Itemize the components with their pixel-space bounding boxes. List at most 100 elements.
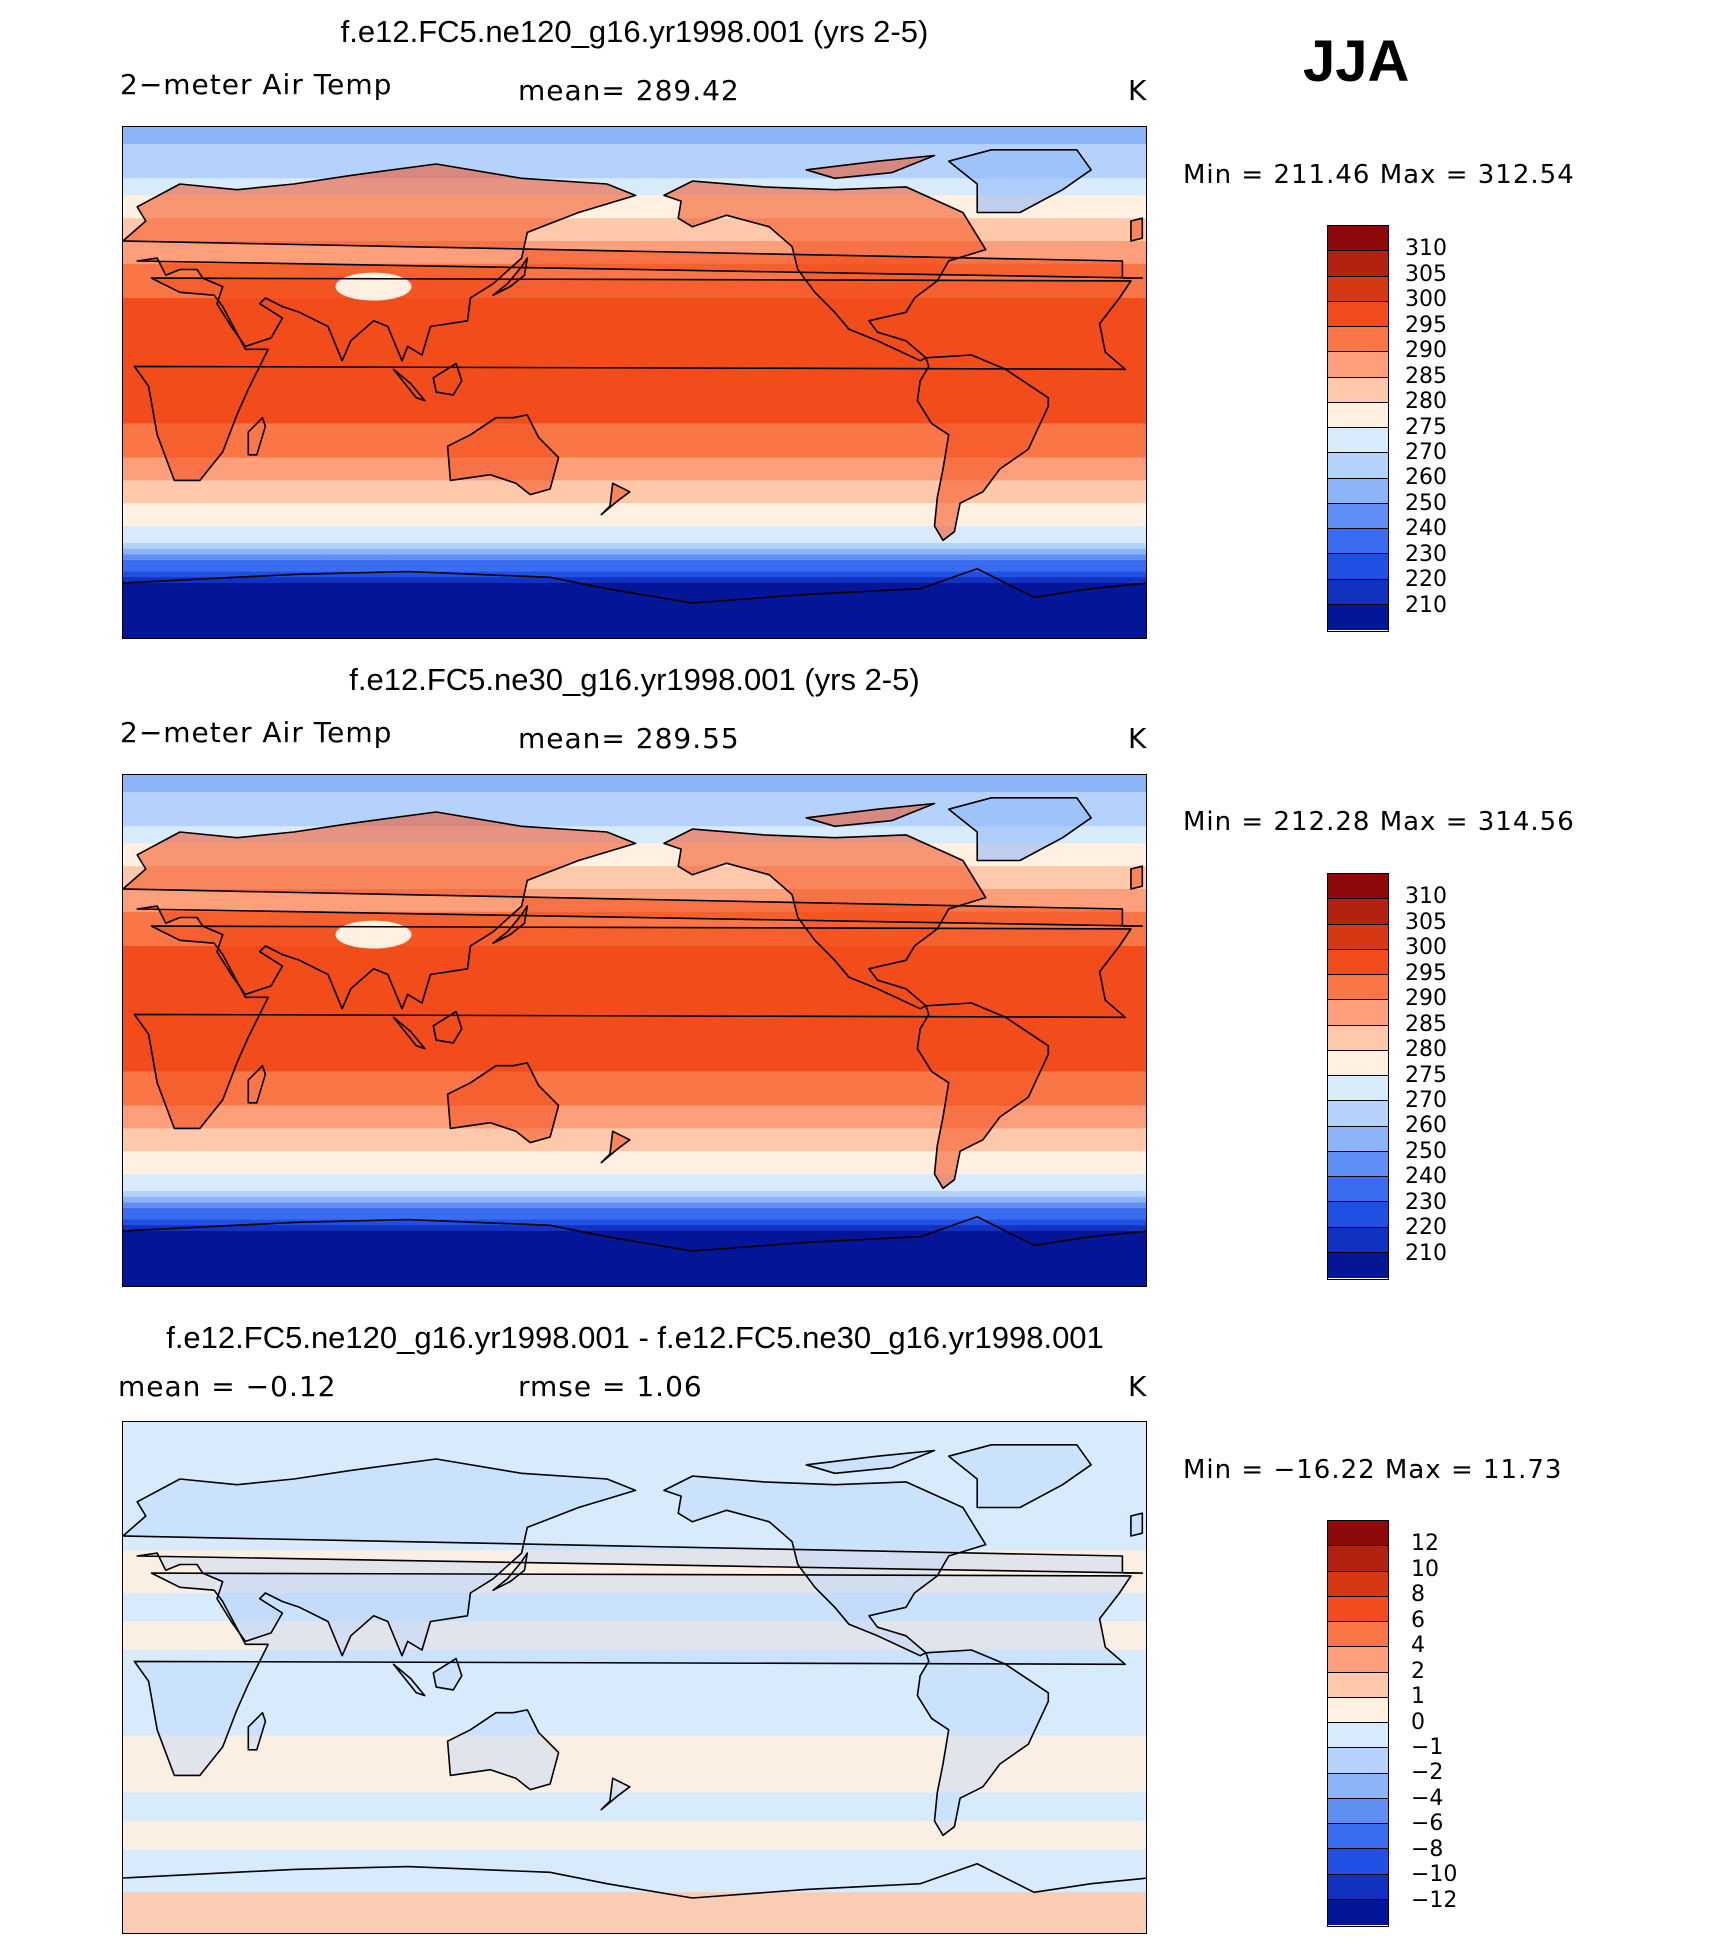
field-band [123, 1185, 1146, 1192]
field-band [123, 446, 1146, 453]
colorbar-swatch [1328, 503, 1388, 529]
panel-1-map [122, 126, 1147, 639]
colorbar-swatch [1328, 899, 1388, 925]
field-band [123, 832, 1146, 839]
field-band [123, 486, 1146, 493]
field-band [123, 786, 1146, 793]
field-band [123, 1179, 1146, 1186]
coastline [947, 149, 1092, 214]
colorbar-tick-label: 310 [1405, 236, 1447, 262]
field-band [123, 394, 1146, 402]
colorbar-tick-label: 280 [1405, 1037, 1447, 1063]
colorbar-tick-label: −1 [1411, 1734, 1444, 1760]
field-band [123, 820, 1146, 827]
field-band [123, 1111, 1146, 1118]
panel-3-rmse-label: rmse = 1.06 [518, 1370, 703, 1403]
field-band [123, 1071, 1146, 1078]
colorbar-swatch [1328, 1697, 1388, 1723]
colorbar-tick-label: 240 [1405, 1164, 1447, 1190]
field-band [123, 212, 1146, 219]
panel-2-mean-label: mean= 289.55 [518, 722, 740, 755]
field-band [123, 275, 1146, 282]
colorbar-swatch [1328, 1227, 1388, 1253]
field-band [123, 526, 1146, 533]
field-band [123, 372, 1146, 379]
field-band [123, 577, 1146, 584]
field-band [123, 1060, 1146, 1067]
antarctic-field [123, 1236, 1146, 1286]
colorbar-tick-label: 250 [1405, 490, 1447, 516]
colorbar-tick-label: −6 [1411, 1811, 1444, 1837]
land-fill [123, 164, 1143, 361]
field-band [123, 206, 1146, 213]
field-band [123, 218, 1146, 225]
colorbar-swatch [1328, 478, 1388, 504]
field-band [123, 1156, 1146, 1164]
coastline [247, 416, 267, 456]
field-band [123, 866, 1146, 873]
field-band [123, 543, 1146, 550]
panel-2-title: f.e12.FC5.ne30_g16.yr1998.001 (yrs 2-5) [349, 662, 920, 697]
land-fill [806, 803, 935, 827]
land-fill [393, 369, 425, 401]
land-fill [917, 355, 1049, 541]
field-band [123, 127, 1146, 134]
panel-2-units-label: K [1128, 722, 1148, 755]
land-fill [447, 414, 559, 495]
coastline [446, 1062, 560, 1144]
land-fill [447, 1062, 559, 1143]
coastline [1130, 1512, 1144, 1537]
field-band [123, 583, 1146, 590]
field-band [123, 849, 1146, 856]
colorbar-tick-label: 10 [1411, 1556, 1439, 1582]
field-band [123, 480, 1146, 487]
coastline [663, 180, 987, 362]
colorbar-tick-label: 12 [1411, 1531, 1439, 1557]
coastline [600, 1777, 631, 1811]
coastline [947, 1444, 1092, 1509]
colorbar-tick-label: 295 [1405, 312, 1447, 338]
colorbar-tick-label: 270 [1405, 439, 1447, 465]
coastline [123, 1862, 1146, 1899]
land-fill [123, 812, 1143, 1009]
colorbar-swatch [1328, 1748, 1388, 1774]
field-band [123, 1048, 1146, 1055]
colorbar-tick-label: 0 [1411, 1709, 1425, 1735]
field-band [123, 1088, 1146, 1095]
colorbar-tick-label: 300 [1405, 287, 1447, 313]
colorbar-swatch [1328, 579, 1388, 605]
field-band [123, 223, 1146, 231]
colorbar-swatch [1328, 276, 1388, 302]
panel-2-map [122, 774, 1147, 1287]
coastline [133, 925, 1132, 1130]
colorbar-tick-label: −12 [1411, 1887, 1458, 1913]
colorbar-tick-label: 285 [1405, 363, 1447, 389]
panel-1-colorbar [1327, 225, 1389, 632]
field-band [123, 132, 1146, 139]
field-band [123, 1225, 1146, 1232]
coastline [916, 354, 1050, 542]
coastline [492, 257, 529, 296]
colorbar-tick-label: 260 [1405, 465, 1447, 491]
land-fill [493, 258, 528, 296]
field-band [123, 554, 1146, 561]
colorbar-swatch [1328, 1798, 1388, 1824]
field-band [123, 497, 1146, 504]
colorbar-tick-label: 300 [1405, 935, 1447, 961]
colorbar-tick-label: −8 [1411, 1836, 1444, 1862]
colorbar-swatch [1328, 924, 1388, 950]
field-band [123, 917, 1146, 924]
colorbar-swatch [1328, 1101, 1388, 1127]
field-band [123, 571, 1146, 578]
coastline [432, 1657, 463, 1691]
coastline [123, 811, 1144, 1010]
land-fill [1130, 1513, 1143, 1536]
panel-1-variable-label: 2−meter Air Temp [120, 68, 393, 101]
field-band [123, 1162, 1146, 1169]
panel-1-title: f.e12.FC5.ne120_g16.yr1998.001 (yrs 2-5) [340, 14, 929, 49]
field-band [123, 412, 1146, 419]
field-band [123, 1145, 1146, 1152]
field-band [123, 1128, 1146, 1135]
field-band [123, 149, 1146, 156]
field-band [123, 400, 1146, 407]
